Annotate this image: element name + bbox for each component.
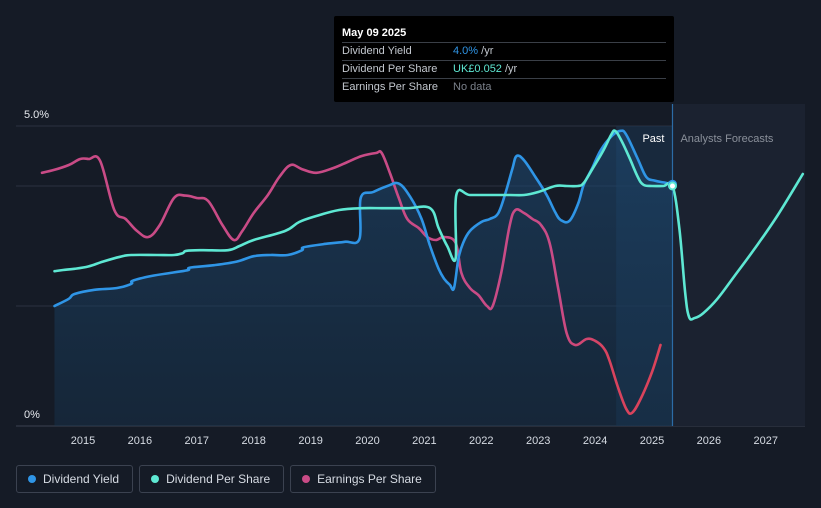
x-tick-label: 2018 [241, 435, 265, 447]
dividend-per-share-line [53, 129, 805, 321]
tooltip-row-earnings-per-share: Earnings Per Share No data [342, 78, 666, 96]
x-axis-ticks: 2015 2016 2017 2018 2019 2020 2021 2022 2023 2024… [71, 435, 778, 447]
tooltip-date: May 09 2025 [342, 27, 407, 39]
legend-label: Dividend Yield [43, 472, 120, 486]
legend-dividend-yield[interactable]: Dividend Yield [16, 465, 134, 493]
x-tick-label: 2016 [128, 435, 152, 447]
earnings-per-share-line [40, 149, 662, 415]
dividend-per-share-marker [667, 181, 677, 191]
y-axis-top-label: 5.0% [24, 109, 49, 121]
tooltip-label: Earnings Per Share [342, 81, 438, 93]
x-tick-label: 2022 [469, 435, 493, 447]
x-tick-label: 2017 [185, 435, 209, 447]
legend-label: Dividend Per Share [166, 472, 271, 486]
hover-tooltip: May 09 2025 Dividend Yield 4.0% /yr Divi… [334, 16, 674, 102]
forecast-region [672, 104, 805, 426]
tooltip-row-dividend-per-share: Dividend Per Share UK£0.052 /yr [342, 60, 666, 78]
legend-dot-icon [302, 475, 311, 483]
tooltip-unit: /yr [478, 45, 494, 57]
legend-dot-icon [151, 475, 160, 483]
legend-label: Earnings Per Share [317, 472, 422, 486]
x-tick-label: 2027 [754, 435, 778, 447]
tooltip-label: Dividend Per Share [342, 63, 438, 75]
past-region-label: Past [642, 133, 664, 145]
x-tick-label: 2024 [583, 435, 607, 447]
y-axis-bottom-label: 0% [24, 409, 40, 421]
tooltip-label: Dividend Yield [342, 45, 412, 57]
x-tick-label: 2015 [71, 435, 95, 447]
x-tick-label: 2020 [355, 435, 379, 447]
x-tick-label: 2026 [697, 435, 721, 447]
tooltip-value: 4.0% [453, 45, 479, 57]
x-tick-label: 2021 [412, 435, 436, 447]
forecast-region-label: Analysts Forecasts [680, 133, 773, 145]
tooltip-row-dividend-yield: Dividend Yield 4.0% /yr [342, 42, 666, 60]
tooltip-value: UK£0.052 [453, 63, 502, 75]
legend-dot-icon [28, 475, 36, 483]
legend-earnings-per-share[interactable]: Earnings Per Share [290, 465, 436, 493]
tooltip-value: No data [453, 81, 492, 93]
x-tick-label: 2023 [526, 435, 550, 447]
dividend-yield-area [54, 130, 673, 427]
x-tick-label: 2025 [640, 435, 664, 447]
chart-legend: Dividend Yield Dividend Per Share Earnin… [16, 465, 436, 493]
legend-dividend-per-share[interactable]: Dividend Per Share [139, 465, 285, 493]
tooltip-unit: /yr [501, 63, 518, 75]
x-tick-label: 2019 [298, 435, 322, 447]
